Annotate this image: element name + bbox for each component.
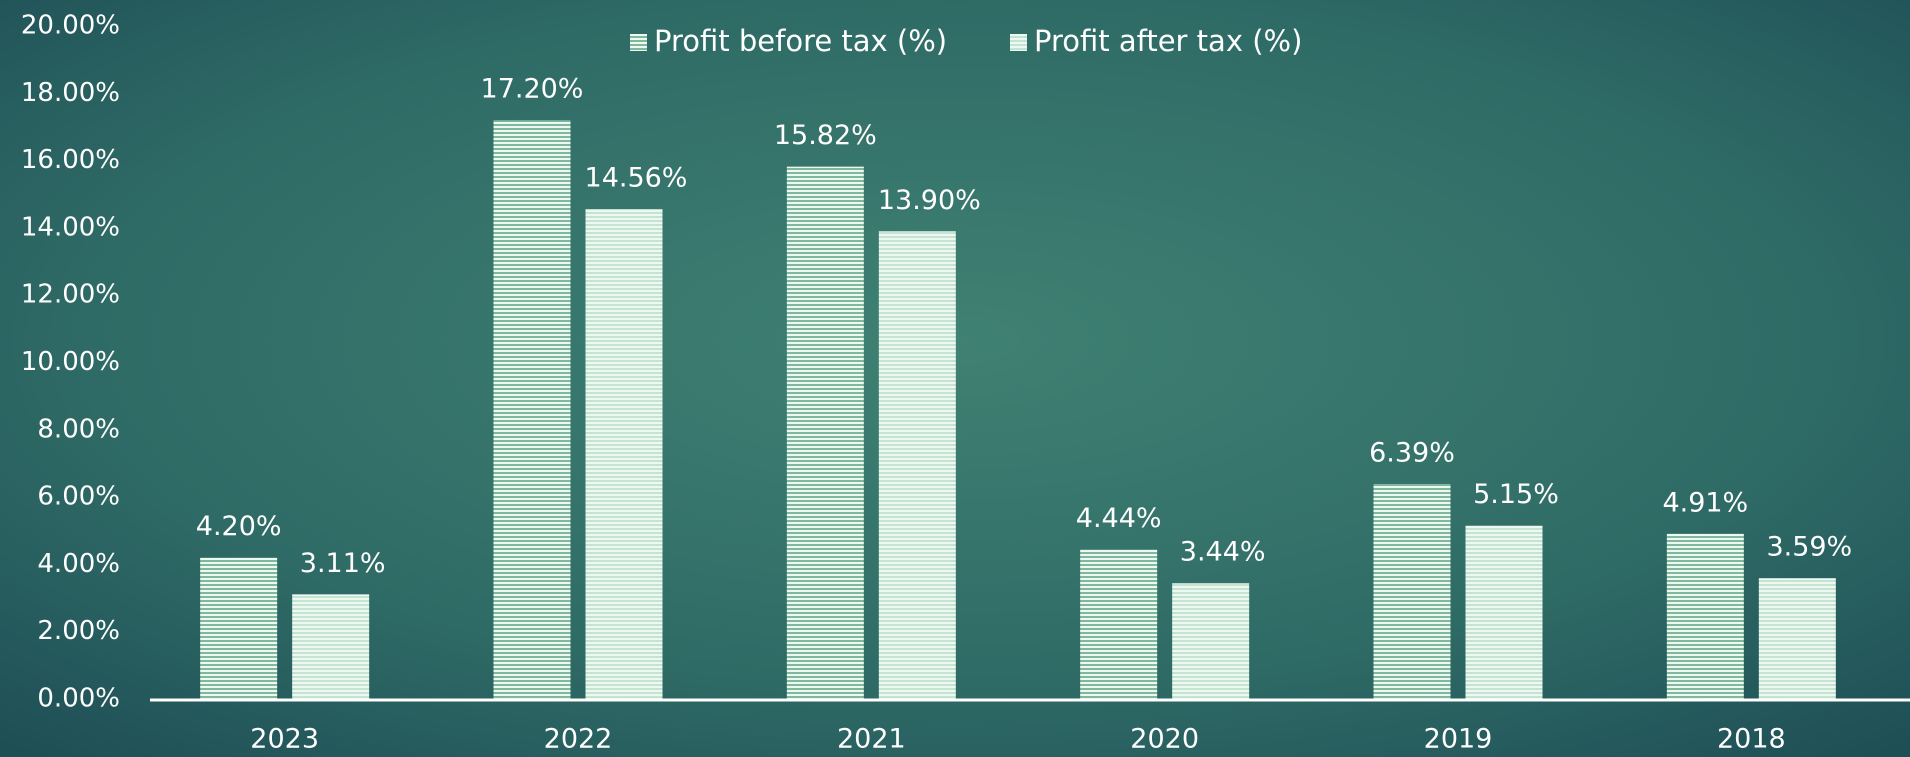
value-label: 3.44% [1180, 537, 1266, 568]
legend-swatch [630, 34, 647, 51]
y-tick-label: 6.00% [37, 482, 120, 512]
bar [1465, 525, 1543, 699]
y-tick-label: 10.00% [21, 347, 120, 377]
bar [292, 594, 370, 699]
y-tick-label: 14.00% [21, 212, 120, 242]
value-label: 5.15% [1473, 479, 1559, 510]
y-tick-label: 12.00% [21, 280, 120, 310]
value-label: 17.20% [481, 74, 584, 105]
legend-label: Profit before tax (%) [654, 24, 947, 58]
y-tick-label: 2.00% [37, 616, 120, 646]
x-tick-label: 2020 [1130, 724, 1199, 755]
bar [1373, 483, 1451, 699]
y-tick-label: 16.00% [21, 145, 120, 175]
value-label: 13.90% [878, 185, 981, 216]
bar [200, 557, 278, 699]
x-tick-label: 2022 [544, 724, 613, 755]
value-label: 4.44% [1076, 503, 1162, 534]
legend-swatch [1010, 34, 1027, 51]
x-tick-label: 2018 [1717, 724, 1786, 755]
y-tick-label: 0.00% [37, 684, 120, 714]
value-label: 3.59% [1766, 532, 1852, 563]
x-tick-label: 2023 [250, 724, 319, 755]
value-label: 6.39% [1369, 437, 1455, 468]
y-tick-label: 8.00% [37, 414, 120, 444]
value-label: 4.91% [1662, 487, 1748, 518]
x-tick-label: 2019 [1424, 724, 1493, 755]
bar [1666, 533, 1744, 699]
y-tick-label: 18.00% [21, 78, 120, 108]
legend-label: Profit after tax (%) [1034, 24, 1302, 58]
value-label: 4.20% [196, 511, 282, 542]
value-label: 3.11% [300, 548, 386, 579]
bar [878, 231, 956, 699]
bar [1172, 583, 1250, 699]
value-label: 14.56% [585, 163, 688, 194]
x-tick-label: 2021 [837, 724, 906, 755]
bar [585, 209, 663, 699]
y-tick-label: 4.00% [37, 549, 120, 579]
bar [493, 120, 571, 700]
bar [786, 166, 864, 700]
bar [1080, 549, 1158, 699]
bar [1758, 578, 1836, 699]
value-label: 15.82% [774, 120, 877, 151]
y-tick-label: 20.00% [21, 11, 120, 41]
